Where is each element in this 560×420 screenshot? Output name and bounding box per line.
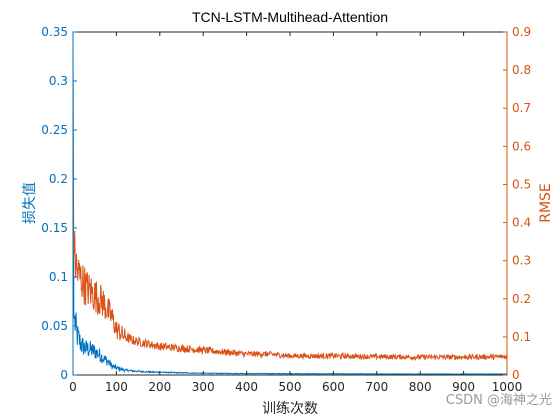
plot-frame xyxy=(72,31,508,376)
rmse-series-line xyxy=(72,51,508,362)
y-right-tick-label: 0.7 xyxy=(512,101,531,115)
x-tick-label: 300 xyxy=(192,380,215,394)
x-tick-label: 0 xyxy=(69,380,77,394)
x-tick-label: 800 xyxy=(409,380,432,394)
y-right-tick-label: 0.3 xyxy=(512,254,531,268)
x-axis-label: 训练次数 xyxy=(262,401,318,417)
chart-title: TCN-LSTM-Multihead-Attention xyxy=(192,9,388,25)
x-tick-label: 200 xyxy=(148,380,171,394)
y-axis-left: 0 0.05 0.1 0.15 0.2 0.25 0.3 0.35 xyxy=(41,25,77,382)
series-layer xyxy=(72,51,508,375)
watermark: CSDN @海神之光 xyxy=(446,393,552,408)
x-tick-label: 400 xyxy=(235,380,258,394)
y-left-tick-label: 0.15 xyxy=(41,221,68,235)
y-right-axis-label: RMSE xyxy=(538,183,554,223)
x-tick-label: 1000 xyxy=(492,380,523,394)
y-left-axis-label: 损失值 xyxy=(22,182,38,224)
x-tick-label: 900 xyxy=(452,380,475,394)
y-left-tick-label: 0.1 xyxy=(49,270,68,284)
x-tick-label: 100 xyxy=(105,380,128,394)
x-axis: 0 100 200 300 400 500 600 700 800 900 1000 xyxy=(69,32,522,394)
x-tick-label: 500 xyxy=(279,380,302,394)
y-right-tick-label: 0.5 xyxy=(512,177,531,191)
y-left-tick-label: 0.35 xyxy=(41,25,68,39)
y-right-tick-label: 0.2 xyxy=(512,292,531,306)
y-right-tick-label: 0.4 xyxy=(512,216,531,230)
x-tick-label: 700 xyxy=(365,380,388,394)
y-right-tick-label: 0.8 xyxy=(512,63,531,77)
y-left-tick-label: 0 xyxy=(60,368,68,382)
y-right-tick-label: 0.1 xyxy=(512,330,531,344)
y-left-tick-label: 0.3 xyxy=(49,74,68,88)
y-axis-right: 0 0.1 0.2 0.3 0.4 0.5 0.6 0.7 0.8 0.9 xyxy=(503,25,531,382)
loss-series-line xyxy=(72,51,508,375)
x-tick-label: 600 xyxy=(322,380,345,394)
y-right-tick-label: 0.6 xyxy=(512,139,531,153)
y-left-tick-label: 0.05 xyxy=(41,319,68,333)
y-right-tick-label: 0 xyxy=(512,368,520,382)
y-right-tick-label: 0.9 xyxy=(512,25,531,39)
y-left-tick-label: 0.2 xyxy=(49,172,68,186)
y-left-tick-label: 0.25 xyxy=(41,123,68,137)
